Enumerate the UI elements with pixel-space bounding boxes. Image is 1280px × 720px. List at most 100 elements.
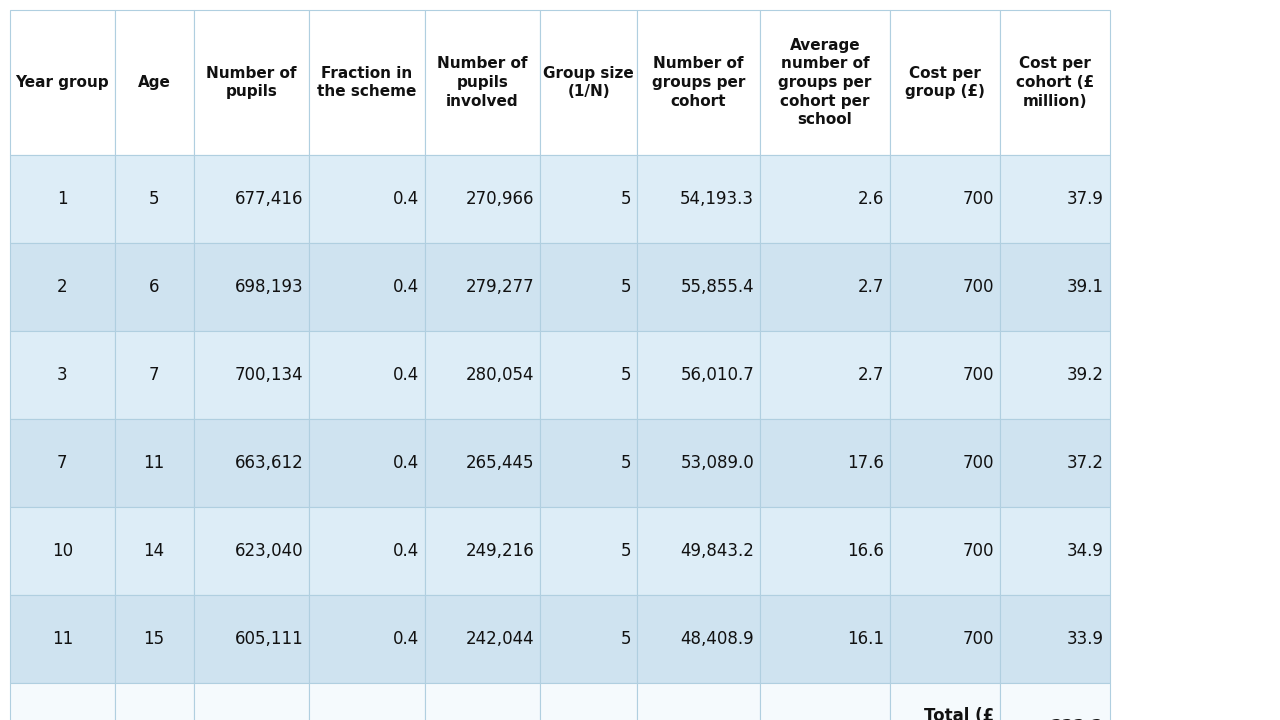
Text: 700: 700: [963, 366, 995, 384]
Text: 5: 5: [621, 278, 631, 296]
Bar: [193, 243, 310, 331]
Text: Age: Age: [138, 75, 170, 90]
Text: 17.6: 17.6: [847, 454, 884, 472]
Bar: [425, 595, 540, 683]
Bar: [890, 507, 1000, 595]
Text: 53,089.0: 53,089.0: [681, 454, 754, 472]
Text: Average
number of
groups per
cohort per
school: Average number of groups per cohort per …: [778, 37, 872, 127]
Text: 700: 700: [963, 542, 995, 560]
Text: 605,111: 605,111: [234, 630, 303, 648]
Text: 270,966: 270,966: [466, 190, 534, 208]
Bar: [310, 419, 425, 507]
Bar: [637, 507, 760, 595]
Bar: [637, 331, 760, 419]
Bar: [10, 595, 114, 683]
Bar: [890, 10, 1000, 155]
Text: 55,855.4: 55,855.4: [681, 278, 754, 296]
Bar: [637, 243, 760, 331]
Text: 0.4: 0.4: [393, 630, 419, 648]
Text: 16.6: 16.6: [847, 542, 884, 560]
Text: 34.9: 34.9: [1068, 542, 1103, 560]
Bar: [540, 243, 637, 331]
Bar: [10, 243, 114, 331]
Bar: [425, 331, 540, 419]
Text: 2: 2: [56, 278, 68, 296]
Bar: [114, 10, 193, 155]
Bar: [114, 419, 193, 507]
Text: 5: 5: [621, 630, 631, 648]
Bar: [637, 595, 760, 683]
Text: 5: 5: [621, 454, 631, 472]
Bar: [1000, 683, 1110, 720]
Text: Number of
pupils
involved: Number of pupils involved: [438, 56, 527, 109]
Bar: [10, 155, 114, 243]
Bar: [425, 155, 540, 243]
Bar: [1000, 595, 1110, 683]
Bar: [890, 595, 1000, 683]
Text: 677,416: 677,416: [234, 190, 303, 208]
Bar: [1000, 507, 1110, 595]
Bar: [637, 683, 760, 720]
Text: 11: 11: [143, 454, 165, 472]
Bar: [540, 331, 637, 419]
Bar: [1000, 419, 1110, 507]
Text: Year group: Year group: [15, 75, 109, 90]
Text: 700,134: 700,134: [234, 366, 303, 384]
Text: 623,040: 623,040: [234, 542, 303, 560]
Text: 15: 15: [143, 630, 165, 648]
Bar: [193, 507, 310, 595]
Bar: [310, 683, 425, 720]
Bar: [310, 243, 425, 331]
Text: Fraction in
the scheme: Fraction in the scheme: [317, 66, 416, 99]
Bar: [425, 419, 540, 507]
Text: 663,612: 663,612: [234, 454, 303, 472]
Text: 33.9: 33.9: [1068, 630, 1103, 648]
Bar: [114, 155, 193, 243]
Bar: [540, 683, 637, 720]
Bar: [193, 419, 310, 507]
Bar: [425, 243, 540, 331]
Bar: [890, 419, 1000, 507]
Bar: [760, 243, 890, 331]
Text: 7: 7: [58, 454, 68, 472]
Text: 242,044: 242,044: [466, 630, 534, 648]
Bar: [310, 595, 425, 683]
Text: 5: 5: [621, 542, 631, 560]
Bar: [310, 155, 425, 243]
Text: Number of
pupils: Number of pupils: [206, 66, 297, 99]
Text: 39.1: 39.1: [1068, 278, 1103, 296]
Text: 2.7: 2.7: [858, 278, 884, 296]
Text: 5: 5: [621, 190, 631, 208]
Text: 265,445: 265,445: [466, 454, 534, 472]
Text: 54,193.3: 54,193.3: [680, 190, 754, 208]
Text: 39.2: 39.2: [1068, 366, 1103, 384]
Bar: [540, 155, 637, 243]
Text: Cost per
cohort (£
million): Cost per cohort (£ million): [1016, 56, 1094, 109]
Text: 249,216: 249,216: [466, 542, 534, 560]
Text: 2.7: 2.7: [858, 366, 884, 384]
Bar: [10, 331, 114, 419]
Text: Number of
groups per
cohort: Number of groups per cohort: [652, 56, 745, 109]
Text: 14: 14: [143, 542, 165, 560]
Text: 0.4: 0.4: [393, 366, 419, 384]
Bar: [425, 683, 540, 720]
Text: 37.9: 37.9: [1068, 190, 1103, 208]
Text: 3: 3: [56, 366, 68, 384]
Text: 279,277: 279,277: [466, 278, 534, 296]
Text: 11: 11: [51, 630, 73, 648]
Text: 7: 7: [148, 366, 159, 384]
Text: 5: 5: [148, 190, 159, 208]
Bar: [425, 507, 540, 595]
Text: 222.2: 222.2: [1051, 718, 1103, 720]
Bar: [890, 331, 1000, 419]
Bar: [637, 10, 760, 155]
Bar: [114, 595, 193, 683]
Bar: [760, 419, 890, 507]
Text: 0.4: 0.4: [393, 542, 419, 560]
Bar: [193, 331, 310, 419]
Text: 2.6: 2.6: [858, 190, 884, 208]
Bar: [193, 10, 310, 155]
Text: 48,408.9: 48,408.9: [681, 630, 754, 648]
Bar: [425, 10, 540, 155]
Bar: [890, 243, 1000, 331]
